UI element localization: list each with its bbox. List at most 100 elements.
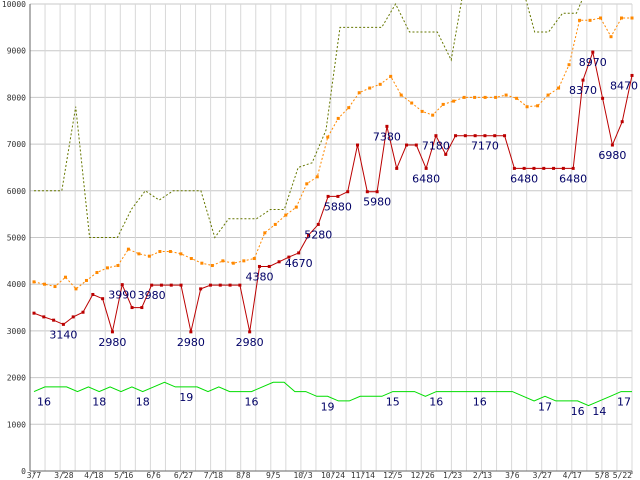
data-label: 2980 <box>98 336 126 349</box>
series-0-point <box>52 318 56 322</box>
series-0-point <box>316 222 320 226</box>
series-1-point <box>116 264 120 268</box>
series-0-point <box>71 315 75 319</box>
series-0-point <box>552 166 556 170</box>
data-label: 4380 <box>245 270 273 283</box>
data-label: 8970 <box>579 56 607 69</box>
data-label: 7380 <box>373 130 401 143</box>
series-1-point <box>200 261 204 265</box>
series-1-point <box>525 105 529 109</box>
data-label: 18 <box>92 396 106 409</box>
series-0-point <box>42 315 46 319</box>
series-1-point <box>441 102 445 106</box>
series-1-point <box>567 63 571 67</box>
series-line-3 <box>33 381 632 407</box>
data-label: 16 <box>244 396 258 409</box>
series-0-point <box>454 134 458 138</box>
data-label: 15 <box>386 396 400 409</box>
series-1-point <box>536 104 540 108</box>
series-1-point <box>420 109 424 113</box>
x-tick-label: 10/3 <box>293 471 312 480</box>
x-tick-label: 5/8 <box>595 471 610 480</box>
x-tick-label: 11/14 <box>351 471 375 480</box>
series-0-point <box>336 194 340 198</box>
series-0-point <box>277 260 281 264</box>
series-0-point <box>503 134 507 138</box>
series-0-point <box>297 251 301 255</box>
series-0-point <box>395 166 399 170</box>
series-0-point <box>208 283 212 287</box>
data-label: 2980 <box>236 336 264 349</box>
series-1-point <box>378 82 382 86</box>
series-0-point <box>248 330 252 334</box>
series-0-point <box>189 330 193 334</box>
series-0-point <box>267 264 271 268</box>
series-0-point <box>287 255 291 259</box>
y-tick-label: 9000 <box>7 47 26 56</box>
series-0-point <box>610 143 614 147</box>
data-label: 14 <box>592 405 606 418</box>
series-1-point <box>84 278 88 282</box>
series-1-point <box>546 93 550 97</box>
series-0-point <box>532 166 536 170</box>
series-1-point <box>273 222 277 226</box>
x-tick-label: 12/5 <box>383 471 402 480</box>
data-label: 19 <box>179 391 193 404</box>
series-1-point <box>368 86 372 90</box>
series-1-point <box>32 280 36 284</box>
series-0-point <box>101 297 105 301</box>
y-tick-label: 1000 <box>7 420 26 429</box>
series-1-point <box>347 106 351 110</box>
y-tick-label: 5000 <box>7 234 26 243</box>
series-1-point <box>515 96 519 100</box>
data-label: 2980 <box>177 336 205 349</box>
y-tick-label: 7000 <box>7 140 26 149</box>
series-0-point <box>120 283 124 287</box>
series-1-point <box>620 16 624 20</box>
series-1-point <box>242 259 246 263</box>
x-tick-label: 3/28 <box>54 471 73 480</box>
data-label: 3980 <box>138 289 166 302</box>
series-1-point <box>410 101 414 105</box>
series-1-point <box>210 264 214 268</box>
series-1-point <box>42 282 46 286</box>
series-1-point <box>305 182 309 186</box>
series-0-point <box>542 166 546 170</box>
series-0-point <box>228 283 232 287</box>
series-1-point <box>137 252 141 256</box>
y-tick-label: 4000 <box>7 280 26 289</box>
series-0-point <box>424 166 428 170</box>
series-0-point <box>414 143 418 147</box>
series-0-point <box>169 283 173 287</box>
series-1-point <box>494 95 498 99</box>
series-1-point <box>95 271 99 275</box>
data-label: 6480 <box>412 172 440 185</box>
x-tick-label: 5/16 <box>114 471 133 480</box>
series-1-point <box>452 99 456 103</box>
series-1-point <box>399 93 403 97</box>
series-0-point <box>620 120 624 124</box>
series-1-point <box>630 16 634 20</box>
x-tick-label: 5/22 <box>613 471 632 480</box>
data-label: 6980 <box>598 149 626 162</box>
series-0-point <box>591 50 595 54</box>
x-tick-label: 6/27 <box>174 471 193 480</box>
x-tick-label: 1/23 <box>443 471 462 480</box>
data-label: 8470 <box>610 79 638 92</box>
series-0-point <box>434 134 438 138</box>
series-1-point <box>599 16 603 20</box>
series-1-point <box>263 231 267 235</box>
series-0-point <box>601 96 605 100</box>
y-tick-label: 3000 <box>7 327 26 336</box>
x-tick-label: 3/27 <box>533 471 552 480</box>
data-labels: 3140 3990 2980 3980 2980 2980 4380 4670 5280 5880… <box>37 56 638 418</box>
series-1-point <box>483 95 487 99</box>
data-label: 8370 <box>569 84 597 97</box>
series-1-point <box>63 275 67 279</box>
y-tick-label: 10000 <box>2 0 26 9</box>
series-lines <box>32 0 634 407</box>
y-tick-label: 8000 <box>7 93 26 102</box>
x-tick-label: 3/7 <box>27 471 42 480</box>
